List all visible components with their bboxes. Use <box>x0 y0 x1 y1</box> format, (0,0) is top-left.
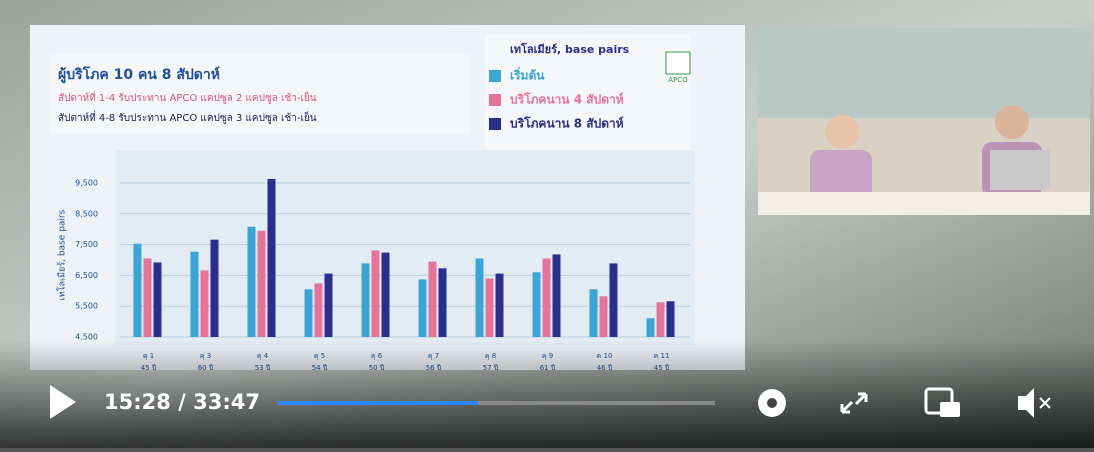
pip-icon <box>940 402 960 417</box>
bar <box>486 278 494 337</box>
y-tick-label: 5,500 <box>75 302 98 311</box>
time-display: 15:28 / 33:47 <box>104 390 260 414</box>
legend-swatch <box>489 94 501 106</box>
y-tick-label: 6,500 <box>75 271 98 280</box>
bar <box>144 258 152 337</box>
bar <box>305 289 313 337</box>
webcam-backdrop <box>758 28 1090 118</box>
slide-subtitle: สัปดาห์ที่ 4-8 รับประทาน APCO แคปซูล 3 แ… <box>58 110 317 124</box>
bar <box>600 296 608 337</box>
bar <box>553 254 561 337</box>
laptop <box>990 150 1050 190</box>
bar <box>543 258 551 337</box>
bar <box>362 263 370 337</box>
bar <box>315 283 323 337</box>
legend-label: เริ่มต้น <box>510 67 545 83</box>
bar <box>248 227 256 337</box>
bar <box>372 250 380 337</box>
bar <box>325 274 333 337</box>
y-axis-label: เทโลเมียร์, base pairs <box>56 209 68 300</box>
settings-button[interactable] <box>758 389 786 417</box>
bar <box>496 274 504 337</box>
presenter-head <box>825 115 859 149</box>
bar <box>211 240 219 337</box>
legend-title: เทโลเมียร์, base pairs <box>510 42 630 56</box>
logo: APCO <box>668 76 688 84</box>
legend-label: บริโภคนาน 8 สัปดาห์ <box>510 116 624 131</box>
y-tick-label: 8,500 <box>75 209 98 218</box>
legend-swatch <box>489 70 501 82</box>
bar <box>201 270 209 337</box>
bar <box>419 279 427 337</box>
settings-icon-hole <box>767 398 777 408</box>
bar <box>667 301 675 337</box>
bar <box>590 289 598 337</box>
legend-label: บริโภคนาน 4 สัปดาห์ <box>510 92 624 107</box>
bar <box>533 272 541 337</box>
bar <box>258 231 266 337</box>
presenter-head <box>995 105 1029 139</box>
bar <box>610 263 618 337</box>
y-tick-label: 7,500 <box>75 240 98 249</box>
logo-box <box>666 52 690 74</box>
desk <box>758 192 1090 215</box>
slide-subtitle: สัปดาห์ที่ 1-4 รับประทาน APCO แคปซูล 2 แ… <box>58 90 317 104</box>
y-tick-label: 9,500 <box>75 179 98 188</box>
slide-title: ผู้บริโภค 10 คน 8 สัปดาห์ <box>58 65 220 83</box>
bar <box>382 253 390 337</box>
bar <box>657 302 665 337</box>
progress-fill <box>278 401 478 405</box>
bar <box>647 318 655 337</box>
bar <box>191 252 199 337</box>
legend-swatch <box>489 118 501 130</box>
video-player: ผู้บริโภค 10 คน 8 สัปดาห์ สัปดาห์ที่ 1-4… <box>0 0 1094 448</box>
bar <box>154 262 162 337</box>
bar <box>476 258 484 337</box>
bar <box>429 262 437 337</box>
bar <box>439 268 447 337</box>
bar <box>134 244 142 337</box>
bar <box>268 179 276 337</box>
